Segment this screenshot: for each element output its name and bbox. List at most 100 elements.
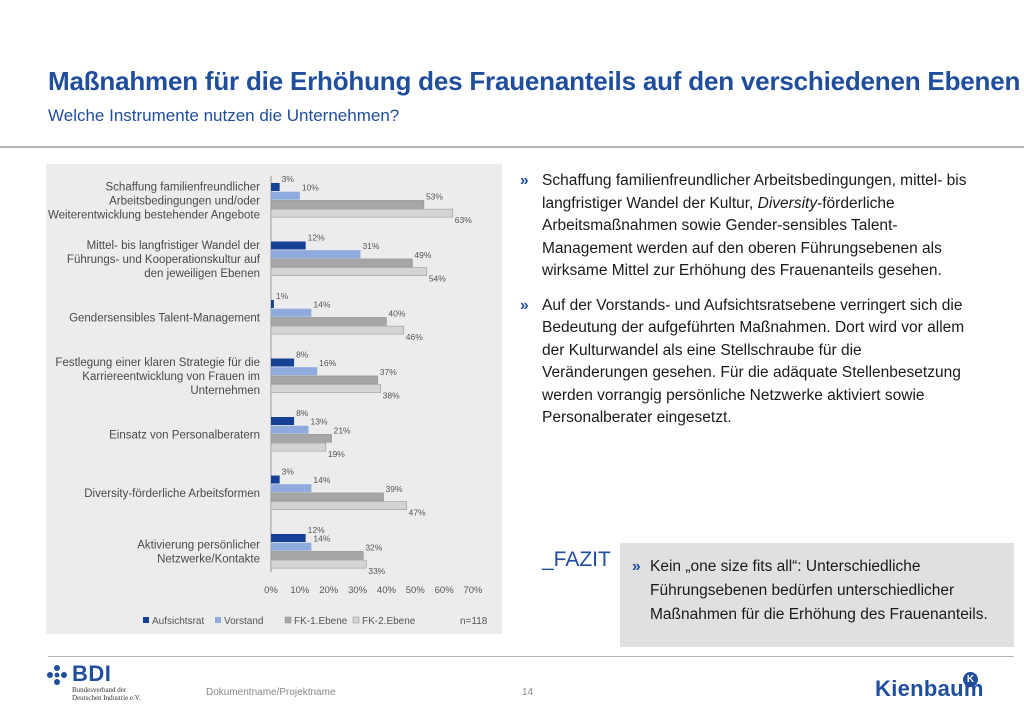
- bdi-logo: BDI Bundesverband der Deutschen Industri…: [46, 661, 156, 704]
- chart-panel: Schaffung familienfreundlicher Arbeitsbed…: [46, 164, 502, 634]
- finding-item: » Schaffung familienfreundlicher Arbeits…: [520, 170, 968, 283]
- category-label: Einsatz von Personalberatern: [109, 429, 260, 441]
- page-subtitle: Welche Instrumente nutzen die Unternehme…: [48, 106, 400, 125]
- data-label: 3%: [282, 174, 295, 184]
- fazit-label: _FAZIT: [542, 548, 611, 571]
- bar: [270, 434, 332, 443]
- finding-text: Auf der Vorstands- und Aufsichtsratseben…: [542, 296, 965, 427]
- bdi-subline: Bundesverband der Deutschen Industrie e.…: [72, 686, 162, 702]
- fazit-box: » Kein „one size fits all“: Unterschiedl…: [620, 543, 1014, 647]
- data-label: 12%: [308, 233, 325, 243]
- bar: [270, 492, 384, 502]
- x-tick-label: 0%: [264, 585, 278, 596]
- finding-item: » Auf der Vorstands- und Aufsichtsratseb…: [520, 295, 968, 430]
- finding-text-end: -förderliche Arbeitsmaßnahmen sowie Gend…: [542, 194, 942, 280]
- x-tick-label: 60%: [435, 585, 455, 596]
- bullet-marker: »: [520, 296, 529, 314]
- category-label: Netzwerke/Kontakte: [157, 553, 260, 565]
- data-label: 8%: [296, 408, 309, 418]
- data-label: 14%: [313, 475, 330, 485]
- page-number: 14: [522, 687, 534, 698]
- category-label: Arbeitsbedingungen und/oder: [109, 195, 260, 207]
- document-name: Dokumentname/Projektname: [206, 687, 336, 698]
- category-label: Festlegung einer klaren Strategie für di…: [55, 357, 260, 369]
- data-label: 31%: [362, 241, 379, 251]
- bar: [271, 191, 300, 200]
- bar: [271, 183, 280, 191]
- data-label: 40%: [388, 308, 405, 318]
- bar: [270, 442, 327, 452]
- data-label: 1%: [276, 291, 289, 301]
- x-tick-label: 40%: [377, 585, 397, 596]
- bar: [270, 317, 387, 326]
- bar: [270, 559, 367, 569]
- bar: [271, 250, 361, 259]
- data-label: 19%: [328, 449, 345, 459]
- bar: [271, 300, 274, 308]
- category-label: Unternehmen: [190, 385, 260, 397]
- data-label: 3%: [282, 467, 295, 477]
- legend-swatch: [284, 616, 292, 624]
- data-label: 14%: [313, 300, 330, 310]
- bar: [270, 325, 404, 335]
- data-label: 16%: [319, 358, 336, 368]
- bar: [271, 425, 309, 434]
- data-label: 39%: [386, 484, 403, 494]
- bar: [270, 375, 379, 385]
- bar-chart: Schaffung familienfreundlicher Arbeitsbed…: [48, 174, 488, 627]
- data-label: 10%: [302, 183, 319, 193]
- bar: [270, 258, 413, 268]
- page-title: Maßnahmen für die Erhöhung des Frauenant…: [48, 66, 1021, 96]
- category-label: Führungs- und Kooperationskultur auf: [67, 254, 261, 266]
- bar: [270, 551, 364, 560]
- bar: [270, 267, 428, 276]
- findings-list: » Schaffung familienfreundlicher Arbeits…: [520, 170, 968, 442]
- category-label: Aktivierung persönlicher: [137, 539, 260, 551]
- data-label: 13%: [311, 417, 328, 427]
- x-tick-label: 10%: [290, 585, 310, 596]
- bar: [270, 501, 407, 510]
- bar: [271, 358, 295, 367]
- data-label: 49%: [414, 250, 431, 260]
- bullet-marker: »: [520, 172, 529, 189]
- fazit-item: » Kein „one size fits all“: Unterschiedl…: [632, 555, 1022, 627]
- x-tick-label: 70%: [463, 585, 483, 596]
- category-label: Diversity-förderliche Arbeitsformen: [84, 488, 260, 500]
- data-label: 46%: [406, 332, 423, 342]
- x-tick-label: 20%: [319, 585, 339, 596]
- category-label: den jeweiligen Ebenen: [144, 268, 260, 280]
- fazit-text: Kein „one size fits all“: Unterschiedlic…: [650, 558, 988, 623]
- data-label: 54%: [429, 274, 446, 284]
- bar: [271, 367, 318, 376]
- data-label: 37%: [380, 367, 397, 377]
- bdi-subline-1: Bundesverband der: [72, 686, 127, 694]
- legend-label: FK-2.Ebene: [362, 616, 416, 627]
- bar: [271, 241, 306, 250]
- category-label: Weiterentwicklung bestehender Angebote: [48, 209, 260, 221]
- header-divider: [0, 146, 1024, 148]
- sample-size-note: n=118: [460, 616, 488, 627]
- category-label: Karriereentwicklung von Frauen im: [82, 371, 260, 383]
- legend-label: FK-1.Ebene: [294, 616, 348, 627]
- legend-swatch: [215, 617, 221, 623]
- data-label: 47%: [409, 508, 426, 518]
- data-label: 53%: [426, 191, 443, 201]
- data-label: 38%: [383, 391, 400, 401]
- data-label: 12%: [308, 525, 325, 535]
- finding-text-emphasis: Diversity: [757, 194, 818, 212]
- finding-text-start: Schaffung familienfreundlicher Arbeitsbe…: [542, 172, 967, 212]
- data-label: 33%: [368, 566, 385, 576]
- data-label: 63%: [455, 215, 472, 225]
- bar: [271, 308, 312, 317]
- data-label: 21%: [334, 425, 351, 435]
- legend-label: Aufsichtsrat: [152, 616, 204, 627]
- x-tick-label: 30%: [348, 585, 368, 596]
- legend-swatch: [143, 617, 149, 623]
- bullet-marker: »: [632, 558, 641, 575]
- bdi-subline-2: Deutschen Industrie e.V.: [72, 694, 141, 702]
- bar: [271, 484, 312, 493]
- bar: [271, 475, 280, 484]
- kienbaum-badge-icon: K: [963, 672, 978, 687]
- bar: [270, 200, 425, 209]
- bar: [271, 534, 306, 542]
